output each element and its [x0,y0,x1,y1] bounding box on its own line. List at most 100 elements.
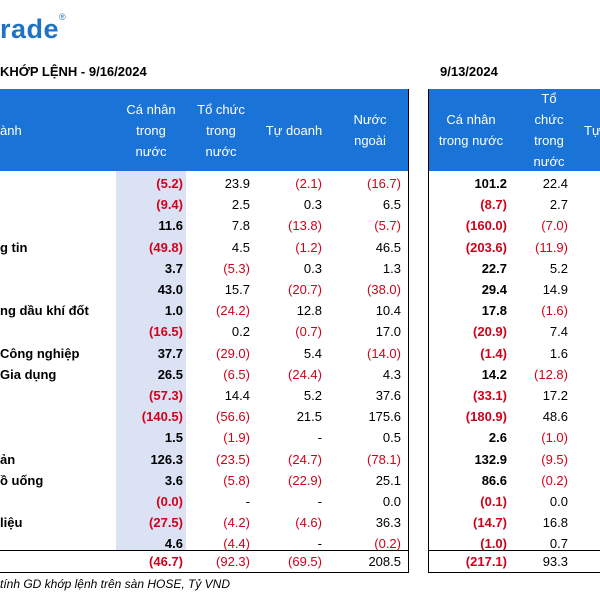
table-cell: 29.4 [481,282,507,297]
table-cell: (0.0) [156,494,183,509]
table-row: (0.0) - - 0.0 (0.1) 0.0 [0,491,600,512]
table-cell: (16.7) [367,176,401,191]
table-row: g tin (49.8) 4.5 (1.2) 46.5 (203.6) (11.9) [0,237,600,258]
table-cell: (20.7) [288,282,322,297]
table-cell: 2.7 [549,197,568,213]
table-cell: (9.4) [156,197,183,213]
table-cell: (1.6) [541,303,568,319]
table-cell: (38.0) [367,282,401,297]
table-cell: 25.1 [375,472,401,488]
table-cell: 0.5 [382,430,401,446]
table-cell: (78.1) [367,451,401,467]
header-left: ành Cá nhân trong nước Tổ chức trong nước Tự… [0,89,408,171]
table-cell: - [245,494,250,509]
sector-name: Công nghiệp [0,345,80,361]
table-cell: (4.2) [223,515,250,531]
table-cell: (27.5) [149,515,183,531]
table-cell: 1.5 [164,430,183,446]
individual-column-shade [116,171,186,550]
table-cell: (1.0) [480,536,507,552]
sector-name: ản [0,451,16,467]
table-cell: (5.2) [156,176,183,191]
table-row: 4.6 (4.4) - (0.2) (1.0) 0.7 [0,533,600,554]
table-cell: (46.7) [149,554,183,569]
table-cell: 22.7 [481,260,507,276]
table-cell: 46.5 [375,239,401,255]
table-cell: 3.7 [164,260,183,276]
table-cell: 48.6 [542,409,568,425]
table-cell: (203.6) [465,239,507,255]
table-cell: 21.5 [296,409,322,425]
table-cell: 22.4 [542,176,568,191]
header-right-col-proprietary: Tự [584,122,600,138]
table-cell: 37.7 [157,345,183,361]
table-row: 43.0 15.7 (20.7) (38.0) 29.4 14.9 [0,279,600,300]
header-right: Cá nhân trong nước Tổ chức trong nước Tự [428,89,600,171]
table-cell: (9.5) [541,451,568,467]
table-cell: (0.7) [295,324,322,340]
table-cell: (140.5) [141,409,183,425]
table-cell: 36.3 [375,515,401,531]
table-cell: 0.0 [549,494,568,509]
table-cell: 132.9 [474,451,507,467]
table-cell: 93.3 [542,554,568,569]
table-cell: 0.0 [382,494,401,509]
table-cell: (6.5) [223,366,250,382]
table-cell: (1.9) [223,430,250,446]
table-cell: (56.6) [216,409,250,425]
table-row: Công nghiệp 37.7 (29.0) 5.4 (14.0) (1.4) 1.6 [0,343,600,364]
table-cell: (1.4) [480,345,507,361]
table-cell: 5.2 [549,260,568,276]
bottom-line-left [0,572,408,573]
table-cell: 14.9 [542,282,568,297]
header-col-individual: Cá nhân trong nước [126,101,176,159]
table-cell: (7.0) [541,218,568,234]
table-cell: 208.5 [368,554,401,569]
table-cell: (12.8) [534,366,568,382]
table-cell: 2.5 [231,197,250,213]
total-row: (46.7) (92.3) (69.5) 208.5 (217.1) 93.3 [0,551,600,572]
table-cell: (33.1) [473,388,507,403]
table-row: (16.5) 0.2 (0.7) 17.0 (20.9) 7.4 [0,321,600,342]
table-cell: (1.0) [541,430,568,446]
table-row: liệu (27.5) (4.2) (4.6) 36.3 (14.7) 16.8 [0,512,600,533]
table-cell: 1.6 [549,345,568,361]
table-cell: - [317,536,322,552]
table-row: (57.3) 14.4 5.2 37.6 (33.1) 17.2 [0,385,600,406]
table-cell: (16.5) [149,324,183,340]
table-cell: 1.3 [382,260,401,276]
table-cell: 5.2 [303,388,322,403]
table-cell: 17.0 [375,324,401,340]
table-cell: 0.3 [303,197,322,213]
registered-mark: ® [59,12,67,22]
table-row: 3.7 (5.3) 0.3 1.3 22.7 5.2 [0,258,600,279]
table-cell: (92.3) [216,554,250,569]
table-row: ng dầu khí đốt 1.0 (24.2) 12.8 10.4 17.8 (1.6) [0,300,600,321]
header-right-col-institution: Tổ chức trong nước [533,91,565,169]
title-right: 9/13/2024 [440,64,498,79]
table-cell: (5.7) [374,218,401,234]
total-line-left [0,550,408,551]
sector-name: liệu [0,515,23,531]
sector-name: ồ uống [0,472,44,488]
table-cell: 26.5 [157,366,183,382]
header-sector: ành [0,122,22,138]
brand-logo: rade® [0,12,67,45]
table-row: 1.5 (1.9) - 0.5 2.6 (1.0) [0,427,600,448]
table-cell: 7.8 [231,218,250,234]
table-cell: (8.7) [480,197,507,213]
table-cell: 126.3 [150,451,183,467]
table-cell: (57.3) [149,388,183,403]
table-cell: (0.1) [480,494,507,509]
table-cell: (180.9) [465,409,507,425]
table-row: 11.6 7.8 (13.8) (5.7) (160.0) (7.0) [0,215,600,236]
table-cell: (11.9) [535,239,568,255]
table-cell: (69.5) [288,554,322,569]
table-row: (5.2) 23.9 (2.1) (16.7) 101.2 22.4 [0,173,600,194]
divider-left-table [408,89,409,573]
table-cell: - [317,430,322,446]
table-cell: 3.6 [164,472,183,488]
table-cell: 4.6 [164,536,183,552]
table-cell: (24.2) [216,303,250,319]
title-left: KHỚP LỆNH - 9/16/2024 [0,64,147,79]
